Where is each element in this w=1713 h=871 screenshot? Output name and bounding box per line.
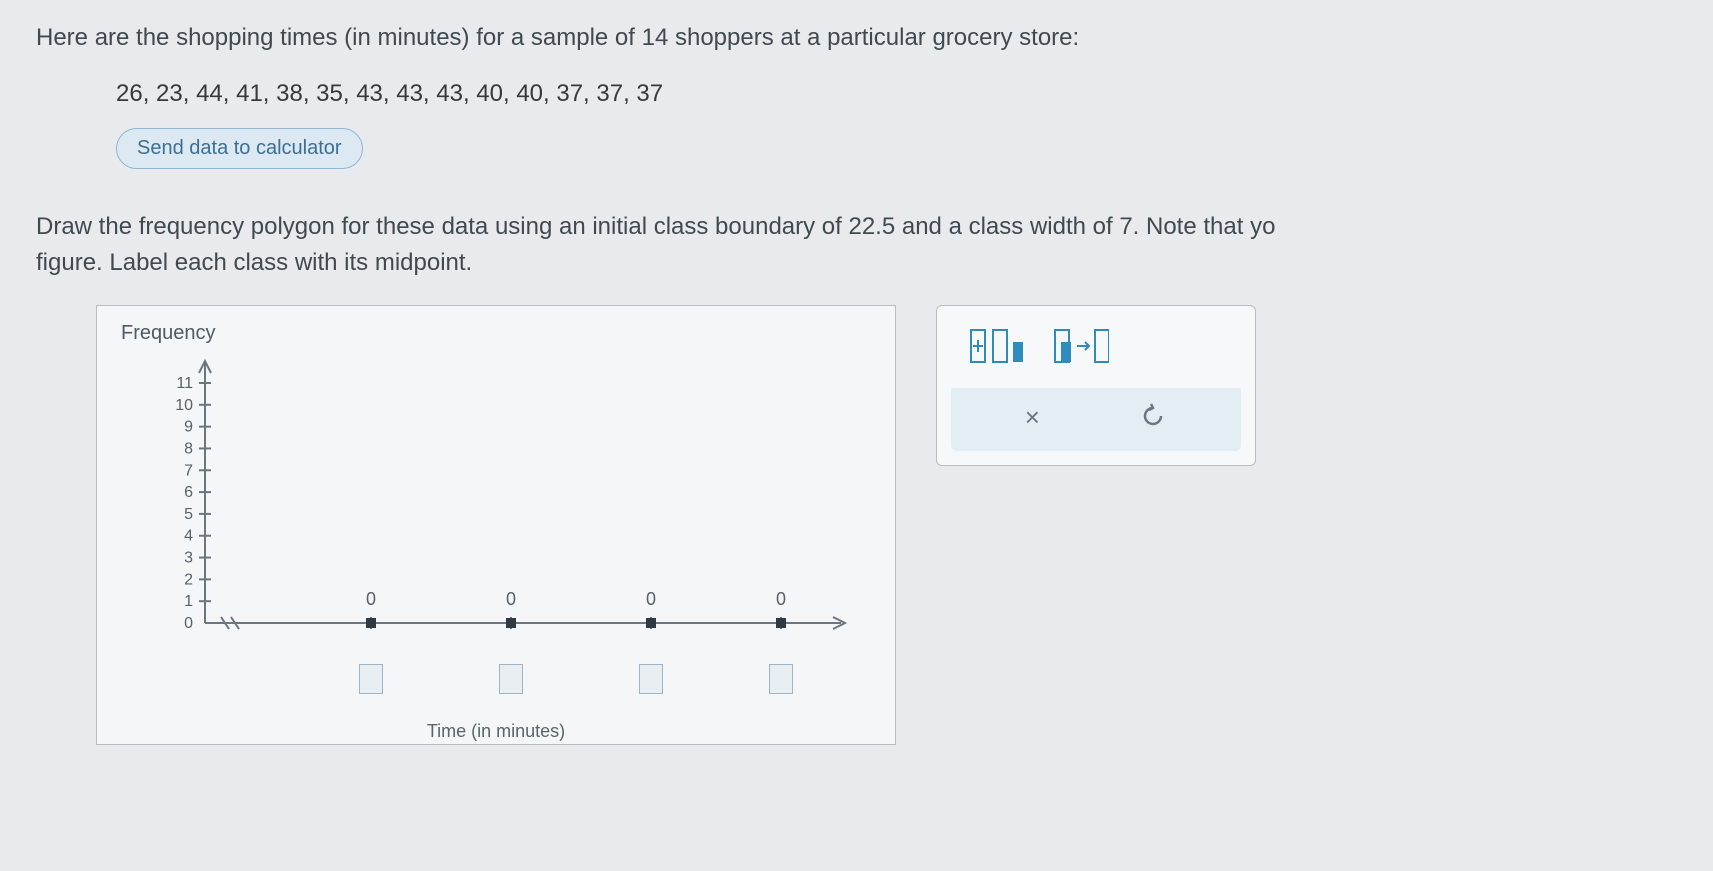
svg-text:7: 7 [184,462,193,479]
add-point-tool-icon[interactable] [969,326,1025,366]
y-axis-label: Frequency [121,322,871,345]
instruction-line-1: Draw the frequency polygon for these dat… [36,213,1275,240]
instruction-line-2: figure. Label each class with its midpoi… [36,249,472,276]
undo-button[interactable] [1139,402,1167,437]
svg-text:0: 0 [646,589,656,609]
send-data-button[interactable]: Send data to calculator [116,128,363,169]
svg-text:0: 0 [776,589,786,609]
midpoint-input[interactable] [499,664,523,694]
clear-button[interactable]: × [1025,402,1040,437]
midpoint-input[interactable] [639,664,663,694]
midpoint-input[interactable] [769,664,793,694]
svg-text:6: 6 [184,484,193,501]
x-axis-label: Time (in minutes) [121,721,871,742]
data-values: 26, 23, 44, 41, 38, 35, 43, 43, 43, 40, … [116,80,1677,108]
svg-text:4: 4 [184,528,193,545]
chart-panel: Frequency 0 1 2 3 4 5 6 7 8 9 10 11 0 0 0 0 Time (in mi… [96,305,896,745]
svg-text:5: 5 [184,506,193,523]
midpoint-input[interactable] [359,664,383,694]
tools-panel: × [936,305,1256,745]
svg-text:9: 9 [184,419,193,436]
svg-text:10: 10 [175,397,193,414]
instruction-text: Draw the frequency polygon for these dat… [36,209,1677,281]
svg-text:2: 2 [184,571,193,588]
svg-text:0: 0 [506,589,516,609]
svg-text:3: 3 [184,550,193,567]
svg-text:11: 11 [176,375,193,392]
svg-text:1: 1 [184,593,193,610]
svg-text:8: 8 [184,440,193,457]
frequency-polygon-plot[interactable]: 0 1 2 3 4 5 6 7 8 9 10 11 0 0 0 0 [141,353,861,673]
remove-point-tool-icon[interactable] [1053,326,1109,366]
svg-text:0: 0 [366,589,376,609]
svg-text:0: 0 [184,615,193,632]
prompt-text: Here are the shopping times (in minutes)… [36,24,1677,52]
